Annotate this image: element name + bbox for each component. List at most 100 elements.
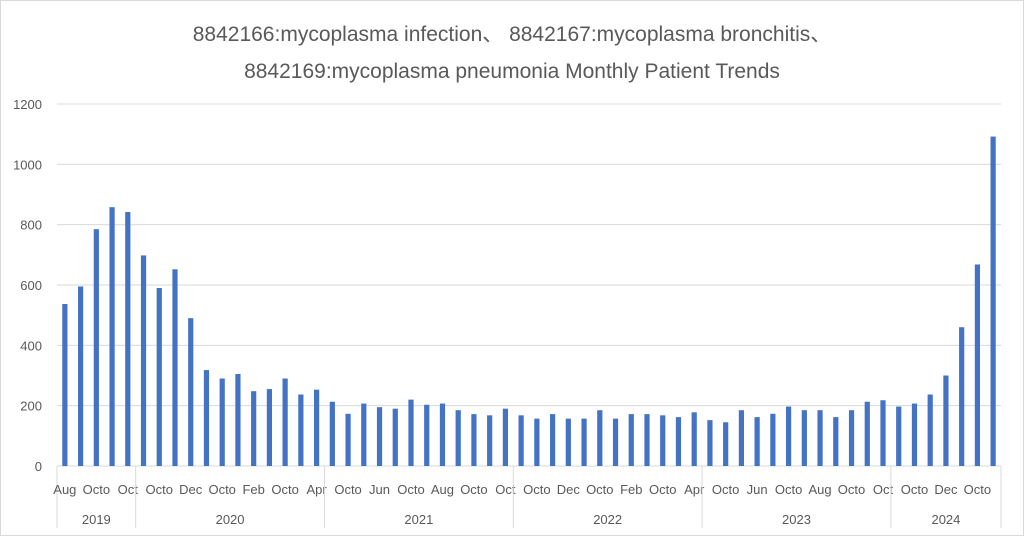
- bar: [78, 286, 84, 466]
- bar: [723, 422, 729, 466]
- bar: [93, 229, 99, 466]
- x-tick-label: Octo: [901, 482, 928, 497]
- bar: [188, 318, 194, 466]
- x-tick-label: Oct: [118, 482, 139, 497]
- y-tick-label: 400: [20, 338, 42, 353]
- bar: [282, 378, 288, 466]
- x-tick-label: Aug: [53, 482, 76, 497]
- bar: [754, 417, 760, 466]
- bar: [329, 401, 335, 466]
- bar: [738, 410, 744, 466]
- bar: [439, 403, 446, 466]
- bar: [345, 413, 351, 466]
- bar: [251, 391, 257, 466]
- x-tick-label: Octo: [334, 482, 361, 497]
- x-tick-label: Octo: [460, 482, 487, 497]
- x-tick-label: Feb: [620, 482, 642, 497]
- y-tick-label: 0: [35, 459, 42, 474]
- x-tick-label: Octo: [146, 482, 173, 497]
- bar: [974, 264, 980, 466]
- chart-title-line2: 8842169:mycoplasma pneumonia Monthly Pat…: [244, 60, 780, 83]
- bar: [565, 418, 571, 466]
- x-tick-label: Octo: [523, 482, 550, 497]
- bar: [455, 410, 461, 466]
- bar: [314, 389, 320, 466]
- x-tick-label: Feb: [242, 482, 264, 497]
- bar: [896, 406, 902, 466]
- year-label: 2024: [931, 512, 960, 527]
- bar: [990, 136, 996, 466]
- bar: [644, 414, 650, 466]
- bar: [109, 207, 115, 467]
- bar: [361, 403, 367, 466]
- bar: [959, 327, 965, 466]
- bar: [864, 401, 870, 466]
- bar: [487, 415, 493, 466]
- bar: [801, 410, 807, 466]
- chart-title: 8842166:mycoplasma infection、 8842167:my…: [0, 16, 1024, 90]
- bar: [848, 410, 855, 466]
- bar: [550, 414, 556, 466]
- x-tick-label: Aug: [808, 482, 831, 497]
- bar: [125, 211, 131, 466]
- bar: [660, 415, 666, 466]
- x-tick-label: Dec: [179, 482, 203, 497]
- bar: [140, 255, 147, 466]
- bar: [675, 417, 682, 466]
- year-label: 2020: [216, 512, 245, 527]
- bar: [786, 406, 792, 466]
- bar: [62, 304, 68, 466]
- chart-title-line1: 8842166:mycoplasma infection、 8842167:my…: [192, 23, 832, 46]
- bar: [219, 378, 225, 466]
- x-tick-label: Dec: [934, 482, 958, 497]
- bar: [376, 407, 383, 466]
- bar: [911, 403, 918, 466]
- bar: [943, 375, 949, 466]
- year-label: 2022: [593, 512, 622, 527]
- bar: [581, 418, 587, 466]
- x-tick-label: Jun: [369, 482, 390, 497]
- bar: [392, 408, 398, 466]
- y-tick-label: 1200: [13, 97, 42, 112]
- x-tick-label: Octo: [649, 482, 676, 497]
- bar: [424, 404, 430, 466]
- bar: [833, 417, 839, 466]
- y-tick-label: 1000: [13, 157, 42, 172]
- year-label: 2023: [782, 512, 811, 527]
- bar: [691, 412, 697, 466]
- x-tick-label: Octo: [271, 482, 298, 497]
- x-tick-label: Octo: [712, 482, 739, 497]
- x-tick-label: Octo: [397, 482, 424, 497]
- year-label: 2021: [404, 512, 433, 527]
- bar: [612, 418, 619, 466]
- x-tick-label: Apr: [306, 482, 327, 497]
- x-tick-label: Aug: [431, 482, 454, 497]
- bar: [172, 269, 178, 466]
- bar: [471, 414, 477, 466]
- x-tick-label: Octo: [83, 482, 110, 497]
- y-tick-label: 800: [20, 218, 42, 233]
- bar: [408, 399, 414, 466]
- bar: [770, 413, 776, 466]
- bar: [298, 394, 304, 466]
- bar: [707, 420, 713, 466]
- x-tick-label: Jun: [747, 482, 768, 497]
- bar: [534, 418, 540, 466]
- x-tick-label: Oct: [873, 482, 894, 497]
- bar: [518, 415, 524, 466]
- x-tick-label: Octo: [838, 482, 865, 497]
- bar: [266, 389, 272, 466]
- x-tick-label: Oct: [495, 482, 516, 497]
- y-tick-label: 200: [20, 399, 42, 414]
- bar: [235, 373, 241, 466]
- x-tick-label: Dec: [557, 482, 581, 497]
- bar: [502, 408, 508, 466]
- x-tick-label: Octo: [775, 482, 802, 497]
- bar: [927, 394, 933, 466]
- x-tick-label: Octo: [964, 482, 991, 497]
- y-tick-label: 600: [20, 278, 42, 293]
- x-tick-label: Octo: [586, 482, 613, 497]
- bar: [628, 414, 634, 466]
- bar: [203, 370, 210, 466]
